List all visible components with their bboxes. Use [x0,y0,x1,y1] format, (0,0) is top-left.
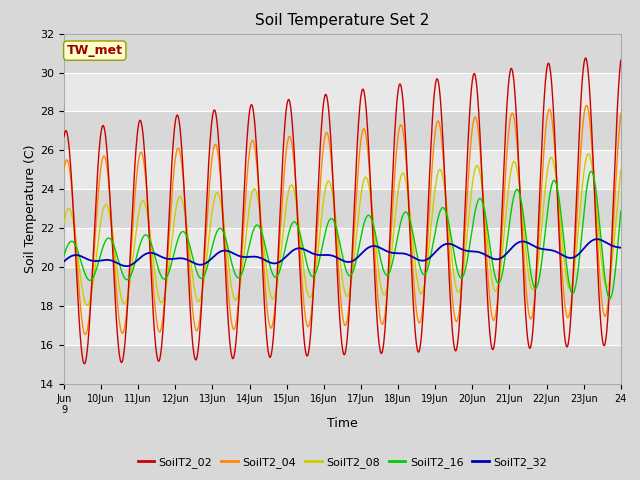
Y-axis label: Soil Temperature (C): Soil Temperature (C) [24,144,37,273]
Bar [64,345,621,384]
Bar [64,34,621,72]
Bar [64,228,621,267]
Text: TW_met: TW_met [67,44,123,57]
X-axis label: Time: Time [327,417,358,430]
Bar [64,306,621,345]
Legend: SoilT2_02, SoilT2_04, SoilT2_08, SoilT2_16, SoilT2_32: SoilT2_02, SoilT2_04, SoilT2_08, SoilT2_… [133,453,552,472]
Bar [64,111,621,150]
Title: Soil Temperature Set 2: Soil Temperature Set 2 [255,13,429,28]
Bar [64,189,621,228]
Bar [64,72,621,111]
Bar [64,267,621,306]
Bar [64,150,621,189]
